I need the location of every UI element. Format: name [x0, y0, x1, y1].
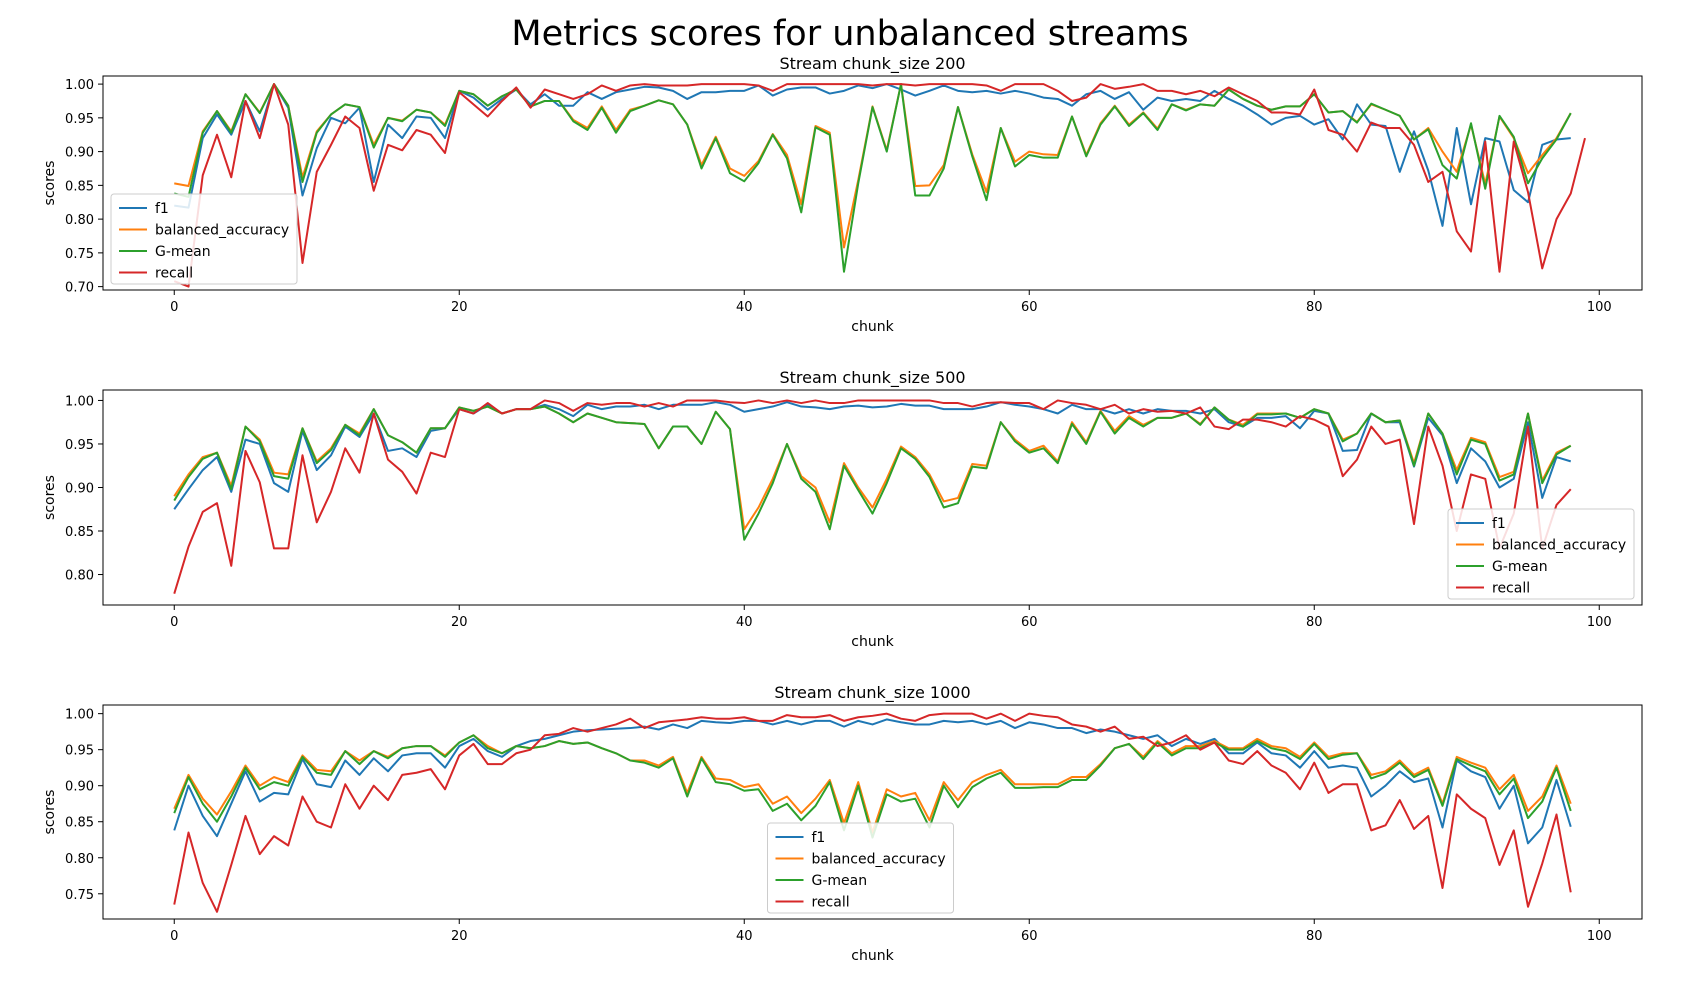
y-tick-label: 0.85: [65, 525, 94, 540]
x-tick-label: 40: [736, 615, 753, 630]
legend-label: f1: [1492, 516, 1506, 532]
x-tick-label: 80: [1306, 300, 1323, 315]
x-tick-label: 60: [1021, 929, 1038, 944]
series-line-recall: [173, 399, 1572, 594]
y-tick-label: 1.00: [65, 394, 94, 409]
axes-frame: [102, 389, 1643, 606]
legend: f1 balanced_accuracy G-mean recall: [1447, 508, 1635, 600]
y-tick-label: 0.70: [65, 281, 94, 296]
legend-label: f1: [155, 201, 169, 217]
x-axis-label: chunk: [851, 634, 894, 650]
figure-title: Metrics scores for unbalanced streams: [511, 14, 1189, 54]
x-tick-label: 20: [451, 300, 468, 315]
x-axis-label: chunk: [851, 948, 894, 964]
x-tick-label: 80: [1306, 929, 1323, 944]
x-tick-label: 80: [1306, 615, 1323, 630]
y-tick-label: 0.80: [65, 213, 94, 228]
subplot-title: Stream chunk_size 1000: [774, 683, 970, 703]
series-line-G-mean: [174, 83, 1572, 273]
series-line-balanced_accuracy: [173, 734, 1572, 834]
y-tick-label: 0.95: [65, 744, 94, 759]
x-tick-label: 0: [170, 300, 178, 315]
legend-label: G-mean: [812, 873, 868, 889]
y-tick-label: 0.95: [65, 438, 94, 453]
x-tick-label: 0: [170, 929, 178, 944]
y-tick-label: 1.00: [65, 78, 94, 93]
series-line-G-mean: [173, 405, 1572, 541]
x-tick-label: 20: [451, 615, 468, 630]
legend-label: balanced_accuracy: [812, 852, 946, 868]
y-tick-label: 1.00: [65, 708, 94, 723]
y-tick-label: 0.80: [65, 852, 94, 867]
legend: f1 balanced_accuracy G-mean recall: [110, 193, 298, 285]
y-tick-label: 0.90: [65, 780, 94, 795]
series-line-f1: [173, 401, 1572, 510]
y-tick-label: 0.75: [65, 888, 94, 903]
series-line-G-mean: [173, 734, 1572, 839]
y-tick-label: 0.85: [65, 179, 94, 194]
legend-label: f1: [812, 830, 826, 846]
subplot-title: Stream chunk_size 200: [779, 54, 965, 74]
x-tick-label: 100: [1587, 300, 1612, 315]
y-axis-label: scores: [42, 790, 58, 835]
subplot-2: Stream chunk_size 500 0 20 40 60 80 100 0.80 0.8…: [42, 368, 1643, 650]
y-tick-label: 0.75: [65, 247, 94, 262]
legend-label: balanced_accuracy: [1492, 538, 1626, 554]
axes-frame: [102, 75, 1643, 291]
series-line-f1: [173, 718, 1572, 845]
x-tick-label: 40: [736, 300, 753, 315]
x-tick-label: 40: [736, 929, 753, 944]
y-tick-label: 0.90: [65, 146, 94, 161]
legend: f1 balanced_accuracy G-mean recall: [767, 822, 954, 914]
x-tick-label: 60: [1021, 615, 1038, 630]
y-tick-label: 0.85: [65, 816, 94, 831]
x-tick-label: 0: [170, 615, 178, 630]
x-tick-label: 100: [1587, 929, 1612, 944]
y-tick-label: 0.80: [65, 569, 94, 584]
y-axis-label: scores: [42, 475, 58, 520]
series-line-recall: [173, 712, 1572, 913]
x-tick-label: 100: [1587, 615, 1612, 630]
legend-frame: [110, 193, 298, 285]
legend-label: recall: [155, 266, 193, 282]
series-line-f1: [174, 83, 1571, 227]
subplot-1: Stream chunk_size 200 0 20 40 60 80 100 0.70 0.7…: [42, 54, 1643, 335]
subplot-title: Stream chunk_size 500: [779, 368, 965, 388]
legend-label: G-mean: [155, 244, 211, 260]
subplot-3: Stream chunk_size 1000 0 20 40 60 80 100 0.75 0.…: [42, 683, 1643, 964]
legend-frame: [767, 822, 954, 914]
legend-label: recall: [1492, 581, 1530, 597]
y-axis-label: scores: [42, 161, 58, 206]
series-line-balanced_accuracy: [173, 405, 1572, 531]
legend-label: G-mean: [1492, 559, 1548, 575]
x-tick-label: 60: [1021, 300, 1038, 315]
axes-frame: [102, 704, 1643, 920]
x-tick-label: 20: [451, 929, 468, 944]
x-axis-label: chunk: [851, 319, 894, 335]
series-line-recall: [173, 83, 1586, 288]
legend-frame: [1447, 508, 1635, 600]
y-tick-label: 0.90: [65, 481, 94, 496]
legend-label: recall: [812, 895, 850, 911]
legend-label: balanced_accuracy: [155, 223, 289, 239]
y-tick-label: 0.95: [65, 112, 94, 127]
